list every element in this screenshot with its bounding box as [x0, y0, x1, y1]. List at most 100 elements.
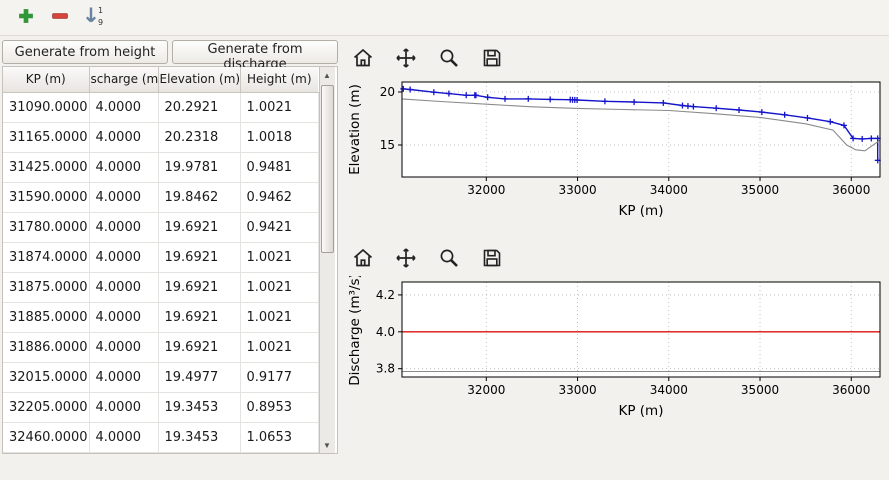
table-cell[interactable]: 0.9481 — [240, 152, 319, 183]
table-cell[interactable]: 1.0021 — [240, 272, 319, 303]
plot-frame — [401, 81, 881, 178]
table-cell[interactable]: 4.0000 — [89, 422, 159, 454]
save-icon — [480, 246, 504, 273]
table-cell[interactable]: 19.6921 — [158, 242, 241, 273]
table-cell[interactable]: 31874.0000 — [3, 242, 90, 273]
gray-line — [401, 98, 881, 152]
x-tick-label: 36000 — [832, 183, 870, 197]
table-cell[interactable]: 31780.0000 — [3, 212, 90, 243]
data-table-container: KP (m)scharge (m³/Elevation (m)Height (m… — [2, 66, 338, 454]
zoom-button[interactable] — [434, 245, 464, 273]
table-cell[interactable]: 19.3453 — [158, 392, 241, 423]
table-cell[interactable]: 20.2921 — [158, 92, 241, 123]
table-cell[interactable]: 32460.0000 — [3, 422, 90, 454]
x-tick-label: 34000 — [650, 383, 688, 397]
table-cell[interactable]: 4.0000 — [89, 182, 159, 213]
table-cell[interactable]: 1.0021 — [240, 92, 319, 123]
table-cell[interactable]: 31425.0000 — [3, 152, 90, 183]
remove-row-button[interactable] — [46, 4, 74, 32]
table-cell[interactable]: 1.0021 — [240, 332, 319, 363]
table-scrollbar[interactable]: ▲ ▼ — [318, 67, 335, 453]
table-cell[interactable]: 4.0000 — [89, 122, 159, 153]
table-row: 31886.0000 4.0000 19.6921 1.0021 — [3, 332, 319, 363]
y-axis-label: Elevation (m) — [347, 84, 363, 175]
pan-button[interactable] — [391, 45, 421, 73]
table-cell[interactable]: 31886.0000 — [3, 332, 90, 363]
zoom-icon — [437, 46, 461, 73]
pan-button[interactable] — [391, 245, 421, 273]
table-cell[interactable]: 19.6921 — [158, 212, 241, 243]
table-cell[interactable]: 4.0000 — [89, 212, 159, 243]
table-cell[interactable]: 19.6921 — [158, 332, 241, 363]
home-icon — [351, 246, 375, 273]
table-cell[interactable]: 31590.0000 — [3, 182, 90, 213]
zoom-button[interactable] — [434, 45, 464, 73]
table-cell[interactable]: 0.9177 — [240, 362, 319, 393]
table-cell[interactable]: 19.4977 — [158, 362, 241, 393]
table-cell[interactable]: 4.0000 — [89, 362, 159, 393]
table-cell[interactable]: 0.9462 — [240, 182, 319, 213]
scroll-up-button[interactable]: ▲ — [319, 67, 335, 83]
sort-rows-button[interactable]: 1 9 — [80, 4, 108, 32]
column-header[interactable]: Elevation (m) — [158, 67, 241, 93]
table-cell[interactable]: 19.3453 — [158, 422, 241, 454]
right-panel: 32000 33000 34000 35000 36000 15 20 KP (m) Eleva… — [340, 36, 889, 479]
home-button[interactable] — [348, 245, 378, 273]
table-cell[interactable]: 1.0018 — [240, 122, 319, 153]
table-cell[interactable]: 20.2318 — [158, 122, 241, 153]
x-tick-label: 33000 — [558, 183, 596, 197]
y-tick-label: 3.8 — [376, 362, 395, 376]
table-cell[interactable]: 31165.0000 — [3, 122, 90, 153]
x-axis-label: KP (m) — [619, 203, 664, 219]
home-button[interactable] — [348, 45, 378, 73]
save-button[interactable] — [477, 45, 507, 73]
save-icon — [480, 46, 504, 73]
table-cell[interactable]: 19.8462 — [158, 182, 241, 213]
discharge-chart[interactable]: 32000 33000 34000 35000 36000 3.8 4.0 4.2 KP (m)… — [346, 276, 889, 426]
scrollbar-thumb[interactable] — [320, 85, 334, 253]
table-cell[interactable]: 1.0653 — [240, 422, 319, 454]
table-row: 31165.0000 4.0000 20.2318 1.0018 — [3, 122, 319, 153]
column-header[interactable]: KP (m) — [3, 67, 90, 93]
table-cell[interactable]: 0.9421 — [240, 212, 319, 243]
elevation-chart[interactable]: 32000 33000 34000 35000 36000 15 20 KP (m) Eleva… — [346, 76, 889, 226]
table-cell[interactable]: 19.6921 — [158, 302, 241, 333]
data-table: KP (m)scharge (m³/Elevation (m)Height (m… — [3, 67, 319, 454]
table-cell[interactable]: 1.0021 — [240, 242, 319, 273]
table-cell[interactable]: 4.0000 — [89, 302, 159, 333]
column-header[interactable]: scharge (m³/ — [89, 67, 159, 93]
table-cell[interactable]: 4.0000 — [89, 92, 159, 123]
save-button[interactable] — [477, 245, 507, 273]
table-cell[interactable]: 32205.0000 — [3, 392, 90, 423]
table-cell[interactable]: 4.0000 — [89, 332, 159, 363]
table-cell[interactable]: 19.9781 — [158, 152, 241, 183]
table-cell[interactable]: 0.8953 — [240, 392, 319, 423]
table-cell[interactable]: 4.0000 — [89, 392, 159, 423]
table-cell[interactable]: 31090.0000 — [3, 92, 90, 123]
y-tick-label: 15 — [380, 138, 395, 152]
table-cell[interactable]: 1.0021 — [240, 302, 319, 333]
table-cell[interactable]: 31885.0000 — [3, 302, 90, 333]
add-row-button[interactable] — [12, 4, 40, 32]
plot-area — [402, 282, 880, 377]
table-cell[interactable]: 32015.0000 — [3, 362, 90, 393]
table-cell[interactable]: 4.0000 — [89, 242, 159, 273]
table-cell[interactable]: 4.0000 — [89, 152, 159, 183]
y-tick-label: 4.2 — [376, 288, 395, 302]
plot-frame — [401, 281, 881, 378]
table-cell[interactable]: 31875.0000 — [3, 272, 90, 303]
generate-button-row: Generate from height Generate from disch… — [2, 40, 338, 72]
y-axis-label: Discharge (m³/s) — [347, 276, 363, 386]
table-cell[interactable]: 19.6921 — [158, 272, 241, 303]
svg-text:9: 9 — [98, 18, 103, 27]
table-cell[interactable]: 4.0000 — [89, 272, 159, 303]
discharge-chart-block: 32000 33000 34000 35000 36000 3.8 4.0 4.2 KP (m)… — [346, 242, 889, 426]
generate-from-height-button[interactable]: Generate from height — [2, 40, 168, 64]
left-panel: Generate from height Generate from disch… — [0, 36, 340, 479]
column-header[interactable]: Height (m) — [240, 67, 318, 93]
table-row: 31425.0000 4.0000 19.9781 0.9481 — [3, 152, 319, 183]
generate-from-discharge-button[interactable]: Generate from discharge — [172, 40, 338, 72]
scroll-down-button[interactable]: ▼ — [319, 437, 335, 453]
home-icon — [351, 46, 375, 73]
